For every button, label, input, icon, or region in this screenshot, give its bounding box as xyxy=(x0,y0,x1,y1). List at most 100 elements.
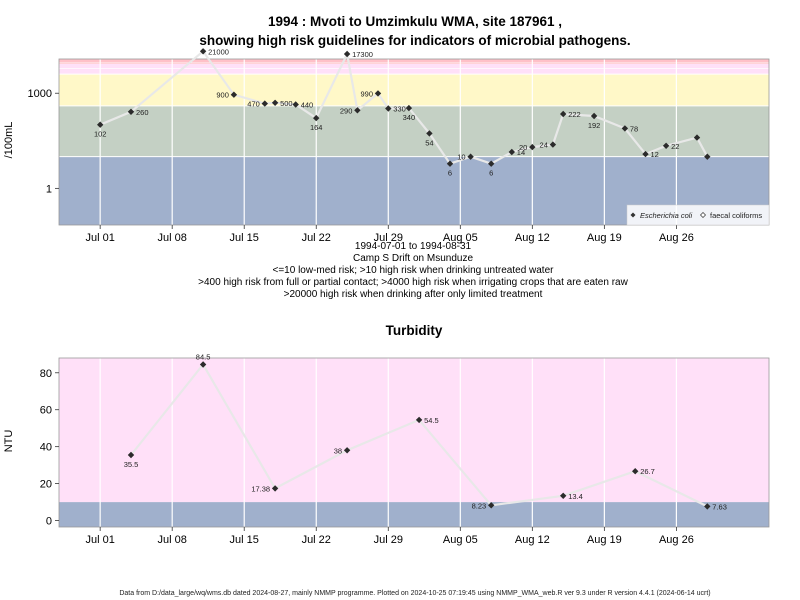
ecoli-point-12 xyxy=(405,104,413,112)
ecoli-x-tick-label-3: Jul 22 xyxy=(302,232,331,244)
turbidity-risk-band-0 xyxy=(59,502,769,527)
ecoli-x-tick-label-8: Aug 26 xyxy=(659,232,694,244)
ecoli-data-label-16: 6 xyxy=(489,169,493,178)
ecoli-point-6 xyxy=(292,101,299,108)
turbidity-point-8 xyxy=(704,503,711,510)
turbidity-data-label-1: 84.5 xyxy=(196,353,211,362)
turbidity-risk-band-1 xyxy=(59,358,769,503)
ecoli-data-label-23: 12 xyxy=(651,150,659,159)
caption-line-2: Camp S Drift on Msunduze xyxy=(353,253,473,264)
ecoli-y-tick-label-0: 1 xyxy=(46,183,52,195)
ecoli-data-label-12: 340 xyxy=(403,113,416,122)
ecoli-data-label-14: 6 xyxy=(448,169,452,178)
turbidity-y-tick-label-0: 0 xyxy=(46,516,52,528)
caption-line-1: 1994-07-01 to 1994-08-31 xyxy=(355,241,472,252)
ecoli-point-22 xyxy=(621,125,629,132)
turbidity-data-label-2: 17.38 xyxy=(251,484,270,493)
ecoli-data-label-9: 290 xyxy=(340,106,353,115)
chart-title-line2: showing high risk guidelines for indicat… xyxy=(199,33,630,48)
turbidity-x-tick-label-3: Jul 22 xyxy=(302,534,331,546)
turbidity-point-6 xyxy=(560,492,567,500)
legend-ecoli: Escherichia coli xyxy=(640,211,692,220)
ecoli-point-4 xyxy=(261,100,268,107)
ecoli-y-tick-label-1: 1000 xyxy=(28,88,52,100)
ecoli-caption: 1994-07-01 to 1994-08-31 Camp S Drift on… xyxy=(198,241,628,300)
turbidity-y-tick-label-4: 80 xyxy=(40,368,52,380)
ecoli-data-label-11: 330 xyxy=(393,105,406,114)
ecoli-point-9 xyxy=(354,107,361,114)
ecoli-point-26 xyxy=(704,153,711,160)
legend-faecal: faecal coliforms xyxy=(710,211,762,220)
ecoli-data-label-3: 900 xyxy=(216,91,229,100)
ecoli-data-label-13: 54 xyxy=(425,138,433,147)
ecoli-data-label-21: 192 xyxy=(588,121,601,130)
ecoli-x-tick-label-2: Jul 15 xyxy=(230,232,259,244)
ecoli-point-14 xyxy=(446,160,454,167)
turbidity-data-label-5: 8.23 xyxy=(472,501,487,510)
turbidity-title: Turbidity xyxy=(386,323,443,338)
ecoli-data-label-2: 21000 xyxy=(208,47,229,56)
turbidity-point-5 xyxy=(488,502,495,509)
ecoli-x-tick-label-1: Jul 08 xyxy=(158,232,187,244)
turbidity-y-tick-label-2: 40 xyxy=(40,442,52,454)
footer-note: Data from D:/data_large/wq/wms.db dated … xyxy=(119,590,710,597)
ecoli-point-11 xyxy=(385,105,392,112)
turbidity-x-tick-label-6: Aug 12 xyxy=(515,534,550,546)
ecoli-point-21 xyxy=(590,112,598,120)
ecoli-point-15 xyxy=(467,153,474,160)
turbidity-y-axis-label: NTU xyxy=(3,430,15,453)
turbidity-data-label-4: 54.5 xyxy=(424,416,439,425)
ecoli-point-19 xyxy=(549,141,557,148)
ecoli-data-label-4: 470 xyxy=(247,100,260,109)
turbidity-x-tick-label-1: Jul 08 xyxy=(158,534,187,546)
turbidity-y-tick-label-3: 60 xyxy=(40,405,52,417)
chart-title: 1994 : Mvoti to Umzimkulu WMA, site 1879… xyxy=(268,14,562,29)
turbidity-data-label-3: 38 xyxy=(334,446,342,455)
ecoli-point-16 xyxy=(488,160,495,167)
ecoli-legend: Escherichia coli faecal coliforms xyxy=(626,204,770,226)
caption-line-3: <=10 low-med risk; >10 high risk when dr… xyxy=(273,265,555,276)
ecoli-point-3 xyxy=(230,91,238,98)
turbidity-plot-frame xyxy=(58,357,770,528)
ecoli-data-label-10: 990 xyxy=(360,89,373,98)
ecoli-x-tick-label-5: Aug 05 xyxy=(443,232,478,244)
ecoli-point-17 xyxy=(508,148,515,156)
ecoli-data-label-20: 222 xyxy=(568,110,581,119)
ecoli-point-18 xyxy=(529,143,536,151)
ecoli-point-8 xyxy=(343,50,351,58)
ecoli-data-label-5: 500 xyxy=(280,99,293,108)
ecoli-legend-marker xyxy=(630,212,636,218)
turbidity-data-label-0: 35.5 xyxy=(124,460,139,469)
ecoli-point-13 xyxy=(426,130,433,137)
ecoli-point-23 xyxy=(642,150,649,158)
ecoli-data-label-0: 102 xyxy=(94,130,107,139)
turbidity-data-label-8: 7.63 xyxy=(712,502,727,511)
turbidity-point-1 xyxy=(199,361,207,368)
ecoli-data-label-8: 17300 xyxy=(352,50,373,59)
ecoli-data-label-18: 20 xyxy=(519,143,527,152)
ecoli-data-label-6: 440 xyxy=(301,101,314,110)
ecoli-point-5 xyxy=(271,99,279,106)
ecoli-y-axis-label: /100mL xyxy=(3,122,15,159)
turbidity-x-tick-label-5: Aug 05 xyxy=(443,534,478,546)
ecoli-data-label-22: 78 xyxy=(630,124,638,133)
turbidity-data-label-6: 13.4 xyxy=(568,492,583,501)
turbidity-point-3 xyxy=(343,447,351,454)
ecoli-data-label-1: 260 xyxy=(136,108,149,117)
ecoli-point-10 xyxy=(374,90,382,97)
caption-line-4: >400 high risk from full or partial cont… xyxy=(198,277,628,288)
ecoli-data-label-24: 22 xyxy=(671,142,679,151)
turbidity-point-0 xyxy=(127,451,135,459)
ecoli-panel: Jul 01 Jul 08 Jul 15 Jul 22 Jul 29 Aug 05 Aug … xyxy=(28,47,770,244)
ecoli-x-tick-label-4: Jul 29 xyxy=(374,232,403,244)
turbidity-x-tick-label-8: Aug 26 xyxy=(659,534,694,546)
ecoli-point-20 xyxy=(560,110,567,118)
turbidity-y-tick-label-1: 20 xyxy=(40,479,52,491)
turbidity-point-2 xyxy=(271,485,279,492)
turbidity-data-label-7: 26.7 xyxy=(640,467,655,476)
turbidity-point-7 xyxy=(632,468,639,475)
ecoli-data-label-19: 24 xyxy=(540,141,548,150)
turbidity-x-tick-label-2: Jul 15 xyxy=(230,534,259,546)
